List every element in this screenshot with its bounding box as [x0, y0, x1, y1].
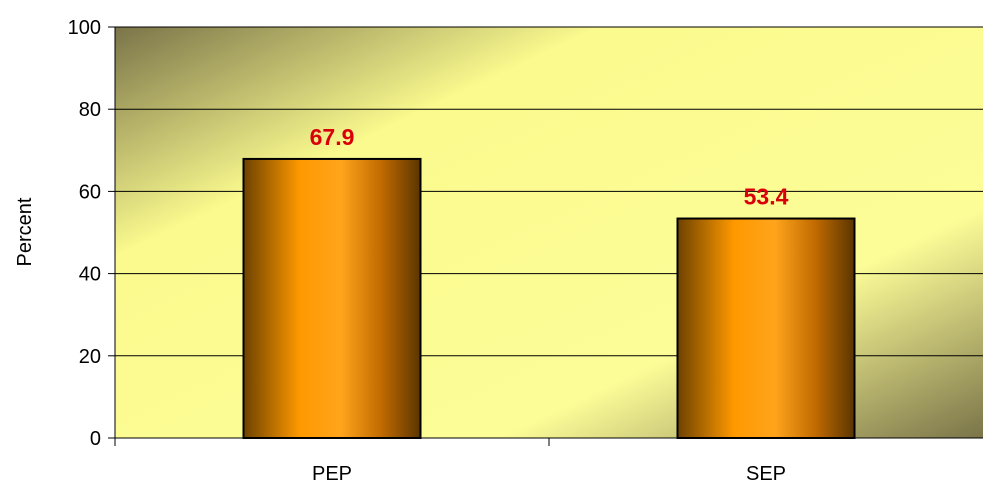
y-axis-label: Percent: [14, 197, 36, 266]
y-tick-label: 20: [79, 346, 101, 368]
data-label-pep: 67.9: [310, 124, 355, 150]
y-tick-label: 40: [79, 264, 101, 286]
y-tick-label: 80: [79, 99, 101, 121]
y-tick-label: 0: [90, 428, 101, 450]
y-axis: 0 20 40 60 80 100: [68, 17, 116, 450]
y-tick-label: 100: [68, 17, 101, 39]
data-label-sep: 53.4: [744, 184, 789, 210]
bar-sep: [676, 217, 856, 439]
x-tick-label-sep: SEP: [746, 463, 786, 485]
bars: [242, 157, 856, 439]
x-tick-label-pep: PEP: [312, 463, 352, 485]
bar-pep: [242, 157, 422, 439]
x-axis: PEP SEP: [114, 437, 983, 485]
data-labels: 67.9 53.4: [310, 124, 789, 210]
y-tick-label: 60: [79, 181, 101, 203]
